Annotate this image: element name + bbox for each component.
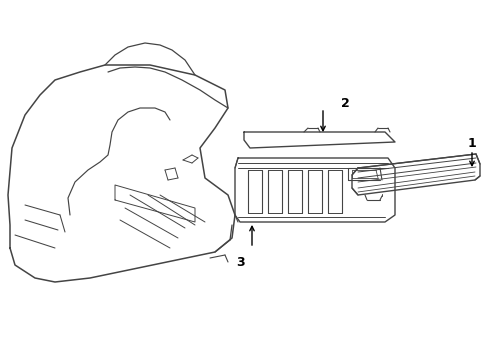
Text: 2: 2 xyxy=(341,96,349,109)
Text: 1: 1 xyxy=(467,136,476,149)
Text: 3: 3 xyxy=(236,256,245,269)
